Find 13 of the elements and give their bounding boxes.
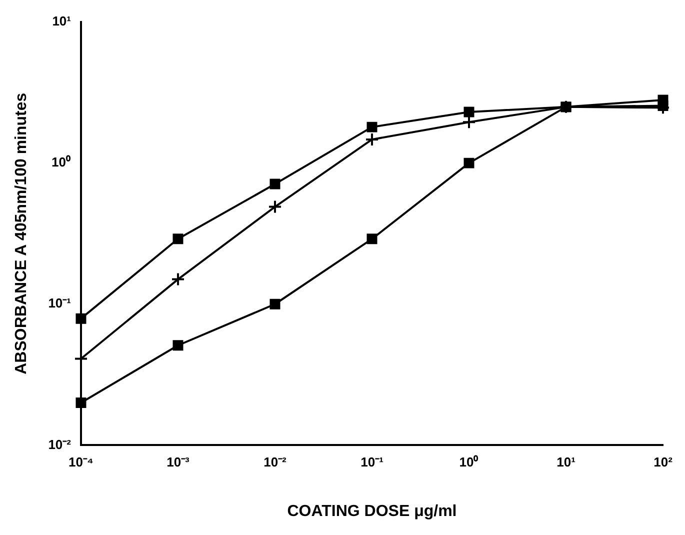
x-tick-label: 10² [654,454,674,470]
x-tick-label: 10⁰ [459,454,479,470]
y-tick-label: 10⁻¹ [48,296,71,311]
y-axis-title: ABSORBANCE A 405nm/100 minutes [13,92,30,374]
x-tick-label: 10¹ [556,454,576,470]
y-tick-label: 10¹ [52,14,71,29]
x-tick-label: 10⁻³ [166,454,190,470]
y-tick-label: 10⁻² [48,436,72,452]
y-tick-label: 10⁰ [52,154,71,170]
x-axis-title: COATING DOSE μg/ml [287,502,457,520]
x-tick-label: 10⁻⁴ [68,454,94,470]
x-tick-label: 10⁻² [264,454,288,470]
x-tick-label: 10⁻¹ [360,454,384,470]
